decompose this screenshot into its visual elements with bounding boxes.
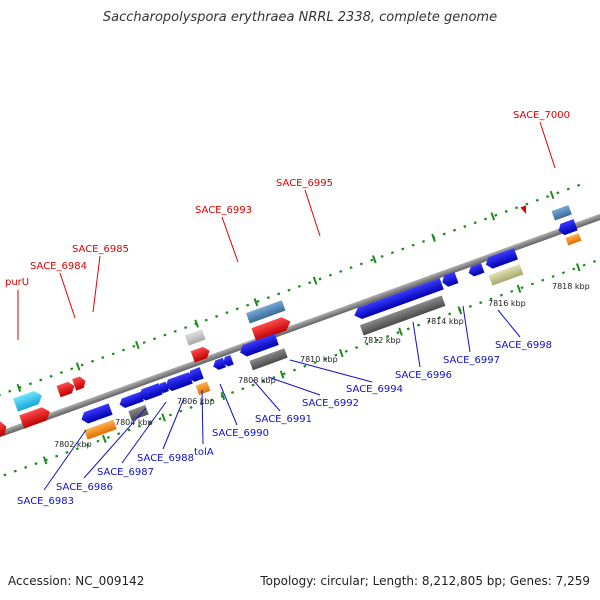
scale-label: 7806 kbp <box>177 397 215 406</box>
gene-SACE_6995[interactable] <box>251 315 292 342</box>
gene-SACE_6998-olive[interactable] <box>488 264 524 286</box>
gene-SACE_6993-grey[interactable] <box>184 329 206 346</box>
reverse-leader-lines <box>43 305 521 491</box>
gene-SACE_6988-a[interactable] <box>156 381 169 395</box>
gene-SACE_7000[interactable] <box>520 205 528 215</box>
gene-SACE_6996[interactable] <box>352 278 444 321</box>
gene-label-SACE_6998[interactable]: SACE_6998 <box>495 340 552 351</box>
scale-label: 7812 kbp <box>363 336 401 345</box>
gene-tolA[interactable] <box>186 367 204 383</box>
genome-summary-text: Topology: circular; Length: 8,212,805 bp… <box>260 574 590 588</box>
gene-right-edge-blue[interactable] <box>557 219 578 236</box>
gene-left-edge[interactable] <box>0 420 9 440</box>
gene-SACE_6994[interactable] <box>249 348 288 371</box>
gene-label-SACE_6996[interactable]: SACE_6996 <box>395 370 452 381</box>
gene-SACE_6996-grey[interactable] <box>359 295 446 336</box>
gene-SACE_6987[interactable] <box>137 383 163 402</box>
gene-label-SACE_6993[interactable]: SACE_6993 <box>195 205 252 216</box>
gene-right-edge-orange[interactable] <box>565 233 582 246</box>
gene-label-SACE_6984[interactable]: SACE_6984 <box>30 261 87 272</box>
gene-label-SACE_6986[interactable]: SACE_6986 <box>56 482 113 493</box>
gene-tolA-orange[interactable] <box>195 381 211 396</box>
scale-label: 7810 kbp <box>300 355 338 364</box>
gene-SACE_6988[interactable] <box>163 372 193 392</box>
gene-SACE_6991[interactable] <box>222 354 234 367</box>
gene-SACE_6984[interactable] <box>56 380 77 398</box>
gene-label-SACE_6995[interactable]: SACE_6995 <box>276 178 333 189</box>
gene-label-SACE_6991[interactable]: SACE_6991 <box>255 414 312 425</box>
inner-tick-ruler <box>0 254 600 488</box>
gene-SACE_6990[interactable] <box>212 357 227 371</box>
gene-label-tolA[interactable]: tolA <box>194 447 214 458</box>
outer-major-ticks <box>16 190 555 393</box>
gene-label-SACE_6985[interactable]: SACE_6985 <box>72 244 129 255</box>
gene-label-SACE_7000[interactable]: SACE_7000 <box>513 110 570 121</box>
gene-label-SACE_6997[interactable]: SACE_6997 <box>443 355 500 366</box>
map-title: Saccharopolyspora erythraea NRRL 2338, c… <box>102 10 498 25</box>
gene-label-SACE_6994[interactable]: SACE_6994 <box>346 384 403 395</box>
gene-SACE_6985[interactable] <box>72 375 87 391</box>
gene-label-purU[interactable]: purU <box>5 277 29 288</box>
gene-SACE_6983-blue[interactable] <box>79 403 113 425</box>
forward-leader-lines <box>17 121 556 340</box>
gene-label-SACE_6988[interactable]: SACE_6988 <box>137 453 194 464</box>
gene-SACE_6983[interactable] <box>84 419 117 440</box>
gene-SACE_6998-a[interactable] <box>467 263 485 278</box>
gene-label-SACE_6992[interactable]: SACE_6992 <box>302 398 359 409</box>
gene-SACE_6986-grey[interactable] <box>128 404 149 421</box>
gene-label-SACE_6987[interactable]: SACE_6987 <box>97 467 154 478</box>
scale-label: 7814 kbp <box>426 317 464 326</box>
scale-label: 7804 kbp <box>115 418 153 427</box>
gene-SACE_6992[interactable] <box>238 333 279 359</box>
gene-edge-right-steel[interactable] <box>551 204 572 221</box>
gene-SACE_6986[interactable] <box>118 391 144 410</box>
map-track-group <box>0 181 600 488</box>
accession-text: Accession: NC_009142 <box>8 574 145 588</box>
scale-label: 7818 kbp <box>552 282 590 291</box>
gene-SACE_6995-steel[interactable] <box>246 300 286 324</box>
scale-label: 7816 kbp <box>488 299 526 308</box>
gene-SACE_6997[interactable] <box>440 271 459 288</box>
genome-backbone <box>0 211 600 456</box>
gene-SACE_6998[interactable] <box>484 248 518 270</box>
gene-SACE_6993[interactable] <box>190 345 212 363</box>
gene-label-SACE_6990[interactable]: SACE_6990 <box>212 428 269 439</box>
inner-major-ticks <box>42 263 581 465</box>
gene-label-SACE_6983[interactable]: SACE_6983 <box>17 496 74 507</box>
scale-label: 7802 kbp <box>54 440 92 449</box>
scale-label: 7808 kbp <box>238 376 276 385</box>
gene-purU-upper[interactable] <box>13 389 44 412</box>
gene-purU[interactable] <box>19 405 52 429</box>
scale-labels: 7802 kbp 7804 kbp 7806 kbp 7808 kbp 7810… <box>54 282 590 449</box>
